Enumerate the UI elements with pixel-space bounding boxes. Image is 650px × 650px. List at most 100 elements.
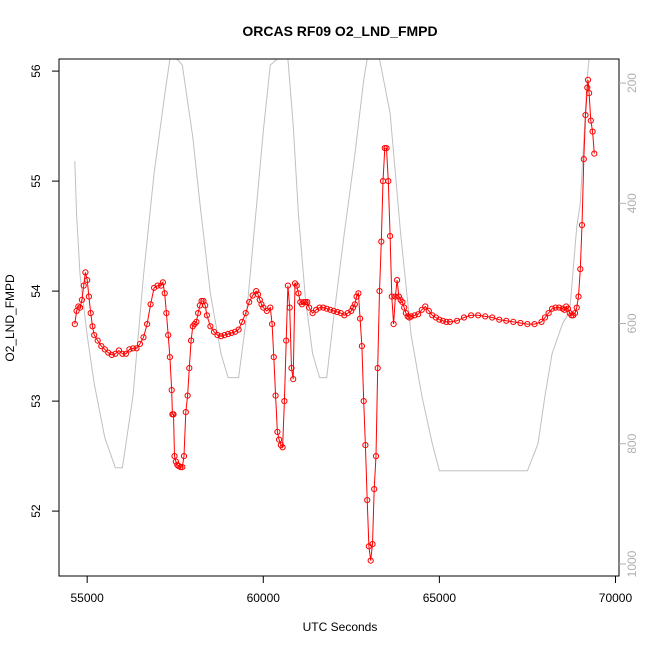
data-point	[584, 76, 592, 84]
secondary-y-axis: 200 400 600 800 1000	[619, 73, 639, 577]
data-point	[202, 302, 209, 309]
data-point	[168, 387, 175, 394]
data-point	[171, 453, 178, 460]
data-point	[348, 307, 355, 314]
data-point	[385, 178, 392, 185]
data-point	[439, 317, 446, 324]
primary-series-line	[74, 79, 595, 561]
data-point	[274, 428, 281, 435]
data-point	[198, 297, 205, 305]
data-point	[367, 557, 374, 564]
data-point	[290, 376, 297, 383]
data-point	[84, 277, 91, 284]
data-point	[119, 350, 126, 357]
data-point	[71, 321, 78, 328]
y2-tick-label: 600	[625, 313, 639, 333]
y-tick-label: 55	[29, 174, 43, 188]
data-point	[446, 318, 453, 325]
data-point	[415, 311, 422, 318]
data-point	[549, 305, 556, 312]
data-point	[353, 293, 360, 300]
data-point	[394, 277, 401, 284]
data-point	[267, 304, 274, 311]
data-point	[323, 305, 330, 312]
data-point	[242, 310, 249, 317]
data-point	[195, 310, 202, 317]
data-point	[390, 321, 397, 328]
data-point	[284, 282, 291, 289]
chart-title: ORCAS RF09 O2_LND_FMPD	[242, 23, 437, 39]
data-point	[586, 90, 593, 97]
data-point	[112, 350, 119, 357]
data-point	[85, 293, 93, 300]
y-tick-label: 56	[29, 64, 43, 78]
data-point	[371, 486, 378, 493]
data-point	[235, 326, 242, 333]
data-point	[283, 337, 290, 344]
data-point	[136, 340, 144, 347]
data-point	[133, 345, 140, 352]
y-tick-label: 53	[29, 394, 43, 408]
data-point	[425, 307, 432, 314]
data-point	[217, 333, 225, 340]
plot-frame	[58, 58, 620, 577]
data-point	[179, 464, 186, 471]
y-axis: 52 53 54 55 56	[29, 64, 59, 518]
data-point	[381, 145, 388, 152]
data-point	[295, 290, 302, 297]
data-point	[166, 354, 173, 361]
data-point	[316, 304, 323, 311]
data-point	[584, 84, 591, 91]
x-tick-label: 55000	[70, 591, 104, 605]
data-point	[288, 365, 295, 372]
data-point	[276, 436, 283, 443]
y2-tick-label: 800	[625, 433, 639, 453]
data-point	[496, 316, 503, 323]
data-point	[387, 233, 394, 240]
data-point	[78, 296, 86, 303]
data-point	[578, 222, 586, 229]
data-point	[246, 299, 253, 306]
data-point	[411, 312, 418, 319]
data-point	[270, 354, 277, 361]
data-point	[510, 318, 517, 325]
y2-tick-label: 200	[625, 73, 639, 93]
data-point	[188, 337, 195, 344]
data-point	[334, 308, 341, 316]
data-point	[165, 332, 172, 339]
data-point	[193, 318, 200, 325]
data-point	[320, 304, 327, 311]
data-point	[575, 293, 582, 300]
data-point	[80, 282, 87, 289]
data-point	[422, 303, 429, 310]
data-point	[170, 411, 177, 418]
data-point	[269, 321, 276, 328]
data-point	[260, 304, 267, 311]
data-point	[253, 288, 260, 295]
data-point	[207, 323, 214, 330]
data-point	[436, 316, 443, 323]
data-point	[362, 442, 369, 449]
data-point	[369, 541, 376, 548]
data-point	[186, 365, 193, 372]
data-point	[254, 291, 262, 298]
data-point	[309, 310, 316, 317]
data-point	[475, 312, 482, 319]
data-point	[184, 392, 191, 399]
data-point	[489, 314, 496, 321]
data-point	[538, 318, 545, 325]
data-point	[364, 497, 371, 504]
data-point	[144, 321, 151, 328]
x-tick-label: 60000	[247, 591, 281, 605]
data-point	[545, 310, 552, 317]
data-point	[161, 290, 168, 297]
data-point	[306, 304, 313, 311]
data-point	[401, 304, 408, 311]
data-point	[159, 279, 166, 286]
data-point	[561, 306, 568, 313]
data-point	[172, 458, 179, 465]
data-point	[418, 306, 425, 313]
data-point	[531, 321, 538, 328]
data-point	[453, 317, 461, 324]
